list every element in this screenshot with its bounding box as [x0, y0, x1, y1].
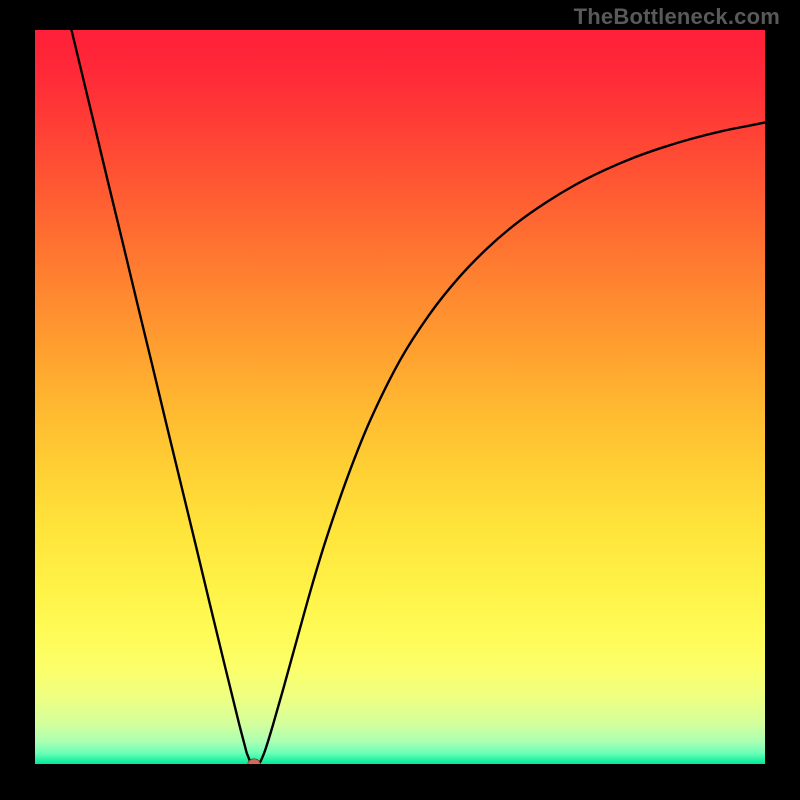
gradient-background	[35, 30, 765, 764]
watermark-label: TheBottleneck.com	[574, 4, 780, 30]
plot-svg	[35, 30, 765, 764]
plot-area	[35, 30, 765, 764]
chart-frame: TheBottleneck.com	[0, 0, 800, 800]
